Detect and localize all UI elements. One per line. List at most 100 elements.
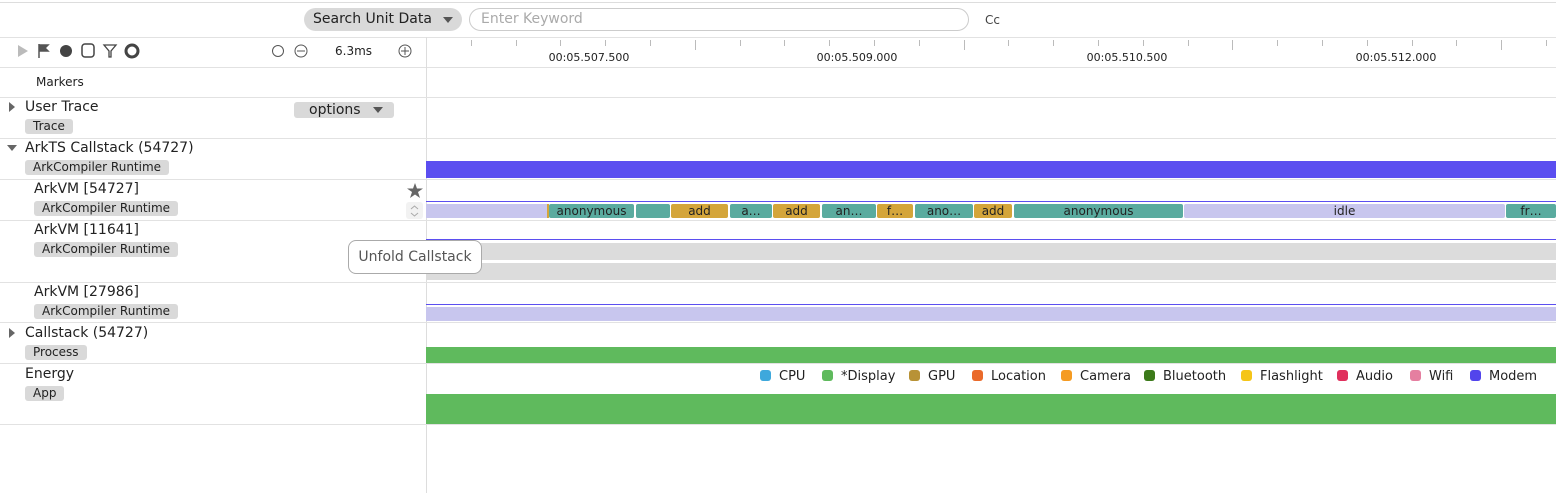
ruler-tick — [1456, 40, 1458, 46]
ruler-tick — [1322, 40, 1323, 46]
ruler-tick — [1411, 40, 1413, 46]
ruler-tick — [1546, 40, 1547, 46]
track-name: Callstack (54727) — [25, 325, 149, 341]
legend-swatch — [1061, 370, 1072, 381]
track-tag: Process — [25, 345, 87, 360]
tooltip: Unfold Callstack — [348, 240, 482, 274]
thread-bar — [426, 263, 1556, 280]
ruler-tick — [1501, 40, 1503, 50]
search-mode-dropdown[interactable]: Search Unit Data — [304, 8, 462, 31]
time-tick-label: 00:05.507.500 — [548, 51, 630, 64]
star-icon[interactable] — [407, 183, 423, 198]
slice: an… — [822, 204, 876, 218]
globe-icon[interactable] — [60, 45, 72, 57]
border — [0, 138, 1556, 139]
ruler-tick — [1277, 40, 1279, 46]
track-tag: ArkCompiler Runtime — [34, 201, 179, 216]
track-name: Markers — [36, 75, 84, 89]
slice — [426, 204, 547, 218]
slice: add — [671, 204, 728, 218]
zoom-out-icon[interactable] — [294, 44, 308, 58]
legend-label: Camera — [1080, 369, 1132, 384]
track-tag: Trace — [25, 119, 73, 134]
track-line — [426, 201, 1556, 202]
border — [0, 282, 1556, 283]
legend-item: Wifi — [1410, 369, 1453, 384]
search-placeholder: Enter Keyword — [481, 11, 583, 27]
ruler-tick — [1232, 40, 1234, 50]
settings-icon[interactable] — [124, 43, 140, 59]
zoom-in-icon[interactable] — [398, 44, 412, 58]
zoom-in-plus — [401, 47, 409, 55]
search-mode-label: Search Unit Data — [313, 11, 432, 27]
track-name: ArkTS Callstack (54727) — [25, 140, 194, 156]
filter-icon[interactable] — [102, 44, 118, 58]
slice: anonymous — [549, 204, 634, 218]
legend-swatch — [1337, 370, 1348, 381]
time-tick-label: 00:05.512.000 — [1355, 51, 1437, 64]
legend-label: Flashlight — [1260, 369, 1323, 384]
track-tag: ArkCompiler Runtime — [34, 304, 179, 319]
legend-label: Location — [991, 369, 1046, 384]
legend-label: Audio — [1356, 369, 1393, 384]
legend-item: Camera — [1061, 369, 1131, 384]
ruler-tick — [470, 40, 472, 46]
collapse-arrow[interactable] — [7, 145, 17, 151]
expand-arrow[interactable] — [9, 102, 15, 112]
toolbar-icons — [18, 43, 412, 59]
border — [0, 67, 1556, 68]
track-tag: App — [25, 386, 65, 401]
legend-item: Location — [972, 369, 1046, 384]
case-toggle[interactable]: Cc — [985, 13, 1000, 27]
legend-item: Bluetooth — [1144, 369, 1226, 384]
time-tick-label: 00:05.510.500 — [1086, 51, 1168, 64]
callstack-bar — [426, 161, 1556, 178]
ruler-tick — [1366, 40, 1368, 46]
ruler-tick — [1053, 40, 1055, 46]
track-line — [426, 239, 1556, 240]
slice: anonymous — [1014, 204, 1183, 218]
track-line — [426, 304, 1556, 305]
border — [0, 179, 1556, 180]
unfold-button[interactable] — [406, 202, 423, 219]
legend-label: Bluetooth — [1163, 369, 1227, 384]
border — [0, 322, 1556, 323]
legend-label: Modem — [1489, 369, 1538, 384]
reset-zoom-icon[interactable] — [272, 45, 284, 57]
legend-swatch — [972, 370, 983, 381]
options-button[interactable]: options — [294, 102, 394, 118]
legend-swatch — [822, 370, 833, 381]
ruler-tick — [1008, 40, 1010, 46]
slice: idle — [1184, 204, 1505, 218]
border — [0, 424, 1556, 425]
track-actions — [406, 183, 423, 219]
legend-swatch — [1241, 370, 1252, 381]
border — [0, 97, 1556, 98]
legend-swatch — [1144, 370, 1155, 381]
thread-bar — [426, 307, 1556, 321]
ruler-tick — [1187, 40, 1189, 46]
slice: f… — [877, 204, 913, 218]
track-name: ArkVM [11641] — [34, 222, 140, 238]
ruler-tick — [650, 40, 651, 46]
search-input[interactable]: Enter Keyword — [469, 8, 969, 31]
slice: add — [974, 204, 1012, 218]
energy-bar — [426, 394, 1556, 424]
track-name: ArkVM [27986] — [34, 284, 140, 300]
border — [0, 363, 1556, 364]
slice: ano… — [915, 204, 973, 218]
ruler-tick — [560, 40, 562, 46]
sync-icon[interactable] — [81, 43, 95, 58]
flag-icon[interactable] — [38, 44, 50, 58]
ruler-tick — [784, 40, 786, 46]
play-icon[interactable] — [18, 45, 28, 57]
ruler-tick — [1098, 40, 1099, 46]
ruler-tick — [963, 40, 965, 50]
ruler-tick — [694, 40, 696, 50]
legend-item: GPU — [909, 369, 955, 384]
ruler-tick — [605, 40, 607, 46]
expand-arrow[interactable] — [9, 328, 15, 338]
legend-item: Flashlight — [1241, 369, 1323, 384]
legend-swatch — [1410, 370, 1421, 381]
